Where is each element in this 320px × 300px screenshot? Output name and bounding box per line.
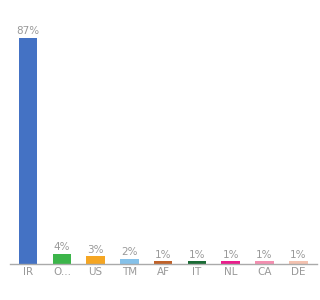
Text: 3%: 3% [87, 245, 104, 255]
Bar [53, 254, 71, 264]
Bar [120, 259, 139, 264]
Text: 4%: 4% [54, 242, 70, 252]
Bar [188, 261, 206, 264]
Bar [154, 261, 172, 264]
Bar [289, 261, 308, 264]
Text: 87%: 87% [17, 26, 40, 36]
Text: 1%: 1% [290, 250, 307, 260]
Bar [19, 38, 37, 264]
Text: 1%: 1% [155, 250, 172, 260]
Text: 1%: 1% [222, 250, 239, 260]
Text: 2%: 2% [121, 248, 138, 257]
Bar [86, 256, 105, 264]
Bar [255, 261, 274, 264]
Text: 1%: 1% [256, 250, 273, 260]
Bar [221, 261, 240, 264]
Text: 1%: 1% [189, 250, 205, 260]
